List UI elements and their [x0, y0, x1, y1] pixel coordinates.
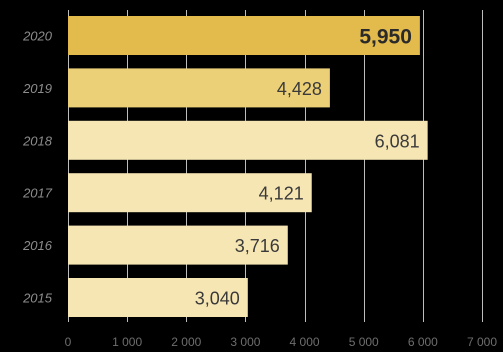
category-label: 2020 — [22, 29, 53, 44]
data-label: 3,716 — [235, 236, 280, 256]
category-label: 2019 — [22, 81, 52, 96]
data-label: 5,950 — [359, 26, 412, 49]
bar-2020 — [68, 16, 420, 55]
x-tick-label: 3 000 — [230, 335, 260, 349]
x-tick-label: 2 000 — [171, 335, 201, 349]
bar-2016 — [68, 225, 288, 265]
data-label: 4,428 — [277, 79, 322, 99]
data-label: 3,040 — [195, 289, 240, 309]
gridlines — [68, 10, 483, 322]
bar-2015 — [68, 278, 248, 317]
x-tick-label: 1 000 — [112, 335, 142, 349]
category-label: 2016 — [22, 238, 53, 253]
x-tick-label: 5 000 — [349, 335, 379, 349]
category-label: 2018 — [22, 133, 53, 148]
x-tick-label: 6 000 — [408, 335, 438, 349]
bars — [68, 16, 428, 317]
x-tick-label: 0 — [65, 335, 72, 349]
category-label: 2015 — [22, 291, 53, 306]
category-label: 2017 — [22, 186, 53, 201]
data-label: 6,081 — [375, 131, 420, 151]
bar-2019 — [68, 68, 330, 108]
x-tick-label: 7 000 — [467, 335, 497, 349]
x-tick-label: 4 000 — [290, 335, 320, 349]
data-label: 4,121 — [259, 184, 304, 204]
bar-2017 — [68, 173, 312, 213]
labels: 0 1 000 2 000 3 000 4 000 5 000 6 000 7 000 2020… — [22, 26, 497, 350]
bar-2018 — [68, 120, 428, 160]
